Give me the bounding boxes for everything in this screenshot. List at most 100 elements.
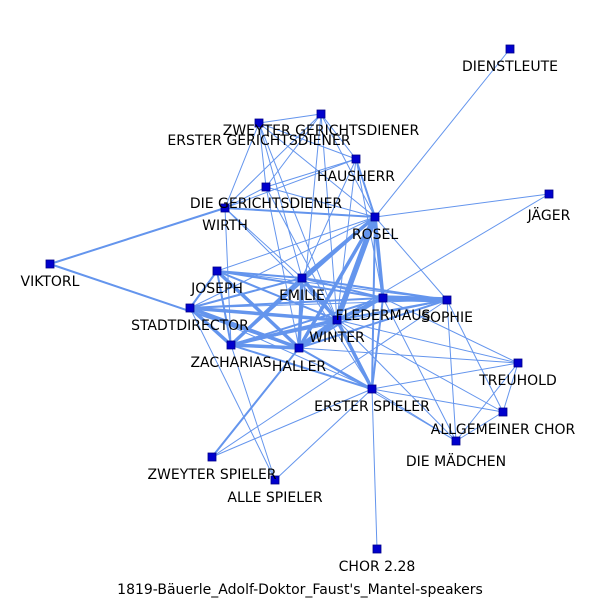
- edge-die-gerichtsdiener--haller: [265, 186, 300, 349]
- edge-fledermaus--erster-spieler: [371, 297, 384, 390]
- edge-joseph--stadtdirector: [189, 270, 218, 309]
- edge-haller--zweyter-spieler: [211, 347, 300, 458]
- node-dienstleute[interactable]: [505, 44, 515, 54]
- node-die-gerichtsdiener[interactable]: [261, 182, 271, 192]
- edge-zweyter-gerichtsdiener--rosel: [320, 113, 376, 218]
- node-zweyter-gerichtsdiener[interactable]: [316, 109, 326, 119]
- edge-zweyter-gerichtsdiener--hausherr: [320, 113, 357, 160]
- edge-winter--zacharias: [229, 318, 339, 347]
- node-label-zweyter-gerichtsdiener: ZWEYTER GERICHTSDIENER: [223, 123, 420, 139]
- edge-stadtdirector--zacharias: [188, 306, 233, 347]
- node-label-fledermaus: FLEDERMAUS: [336, 308, 431, 324]
- edge-zweyter-gerichtsdiener--wirth: [224, 113, 322, 209]
- edge-erster-spieler--zweyter-spieler: [211, 388, 373, 458]
- edge-emilie--sophie: [301, 277, 448, 301]
- edge-hausherr--wirth: [224, 158, 357, 209]
- edge-die-gerichtsdiener--rosel: [265, 186, 376, 218]
- edge-winter--allgemeiner-chor: [336, 319, 504, 413]
- edge-wirth--viktorl: [49, 207, 226, 265]
- edge-sophie--die-mädchen: [446, 299, 457, 442]
- node-erster-spieler[interactable]: [367, 384, 377, 394]
- node-joseph[interactable]: [212, 266, 222, 276]
- edge-rosel--fledermaus: [373, 215, 385, 300]
- node-label-die-gerichtsdiener: DIE GERICHTSDIENER: [190, 196, 343, 212]
- edge-joseph--zacharias: [216, 270, 232, 346]
- edge-emilie--zacharias: [229, 276, 304, 347]
- node-label-erster-gerichtsdiener: ERSTER GERICHTSDIENER: [167, 133, 350, 149]
- edge-erster-gerichtsdiener--winter: [258, 122, 338, 321]
- node-zweyter-spieler[interactable]: [207, 452, 217, 462]
- node-label-emilie: EMILIE: [279, 288, 325, 304]
- edge-zacharias--alle-spieler: [230, 344, 276, 481]
- edge-treuhold--die-mädchen: [455, 362, 519, 442]
- node-winter[interactable]: [332, 315, 342, 325]
- edge-winter--die-mädchen: [336, 319, 457, 442]
- node-sophie[interactable]: [442, 295, 452, 305]
- node-label-joseph: JOSEPH: [190, 281, 243, 297]
- node-fledermaus[interactable]: [378, 293, 388, 303]
- edge-dienstleute--rosel: [374, 48, 511, 218]
- edge-winter--haller: [296, 317, 340, 351]
- node-hausherr[interactable]: [351, 154, 361, 164]
- node-label-rosel: ROSEL: [352, 227, 398, 243]
- node-label-wirth: WIRTH: [202, 218, 248, 234]
- edge-erster-gerichtsdiener--die-gerichtsdiener: [258, 122, 267, 188]
- node-zacharias[interactable]: [226, 340, 236, 350]
- node-label-stadtdirector: STADTDIRECTOR: [131, 318, 249, 334]
- node-rosel[interactable]: [370, 212, 380, 222]
- edge-zacharias--erster-spieler: [230, 344, 373, 390]
- edge-haller--treuhold: [298, 347, 519, 364]
- edge-erster-spieler--die-mädchen: [371, 388, 457, 442]
- node-label-erster-spieler: ERSTER SPIELER: [314, 399, 430, 415]
- node-jäger[interactable]: [544, 189, 554, 199]
- node-die-mädchen[interactable]: [451, 436, 461, 446]
- node-alle-spieler[interactable]: [270, 475, 280, 485]
- node-wirth[interactable]: [220, 203, 230, 213]
- edge-zweyter-gerichtsdiener--haller: [298, 113, 322, 349]
- edge-erster-spieler--alle-spieler: [274, 388, 373, 481]
- edge-sophie--stadtdirector: [189, 299, 448, 309]
- edge-emilie--haller: [297, 276, 304, 350]
- node-chor-2-28[interactable]: [372, 544, 382, 554]
- node-label-dienstleute: DIENSTLEUTE: [462, 59, 558, 75]
- graph-caption: 1819-Bäuerle_Adolf-Doktor_Faust's_Mantel…: [117, 582, 483, 598]
- node-label-die-mädchen: DIE MÄDCHEN: [406, 452, 506, 470]
- node-viktorl[interactable]: [45, 259, 55, 269]
- node-emilie[interactable]: [297, 273, 307, 283]
- node-label-alle-spieler: ALLE SPIELER: [227, 490, 322, 506]
- node-label-sophie: SOPHIE: [421, 310, 473, 326]
- edge-hausherr--rosel: [355, 158, 376, 218]
- node-treuhold[interactable]: [513, 358, 523, 368]
- edge-erster-spieler--chor-2-28: [371, 388, 378, 550]
- node-label-haller: HALLER: [272, 359, 327, 375]
- node-haller[interactable]: [294, 343, 304, 353]
- edge-joseph--haller: [215, 269, 301, 350]
- edge-treuhold--allgemeiner-chor: [502, 362, 519, 413]
- edge-erster-spieler--treuhold: [371, 362, 519, 390]
- node-stadtdirector[interactable]: [185, 303, 195, 313]
- edge-fledermaus--die-mädchen: [382, 297, 457, 442]
- edge-erster-gerichtsdiener--emilie: [258, 122, 303, 279]
- edge-fledermaus--sophie: [380, 295, 450, 303]
- edge-fledermaus--stadtdirector: [189, 297, 384, 309]
- edge-erster-gerichtsdiener--rosel: [258, 122, 376, 218]
- node-label-hausherr: HAUSHERR: [317, 169, 395, 185]
- edge-winter--treuhold: [336, 319, 519, 364]
- node-erster-gerichtsdiener[interactable]: [254, 118, 264, 128]
- edge-winter--erster-spieler: [335, 318, 374, 391]
- node-label-zacharias: ZACHARIAS: [190, 355, 271, 371]
- node-allgemeiner-chor[interactable]: [498, 407, 508, 417]
- edge-hausherr--die-gerichtsdiener: [265, 158, 357, 188]
- node-layer: [45, 44, 554, 554]
- edge-stadtdirector--alle-spieler: [189, 307, 276, 481]
- edge-joseph--winter: [216, 270, 338, 321]
- node-label-jäger: JÄGER: [527, 206, 571, 224]
- edge-die-gerichtsdiener--wirth: [224, 186, 267, 209]
- edge-erster-gerichtsdiener--hausherr: [258, 122, 357, 160]
- edge-hausherr--emilie: [301, 158, 357, 279]
- edge-allgemeiner-chor--die-mädchen: [455, 411, 504, 442]
- node-label-chor-2-28: CHOR 2.28: [339, 559, 416, 575]
- edge-rosel--joseph: [216, 216, 376, 272]
